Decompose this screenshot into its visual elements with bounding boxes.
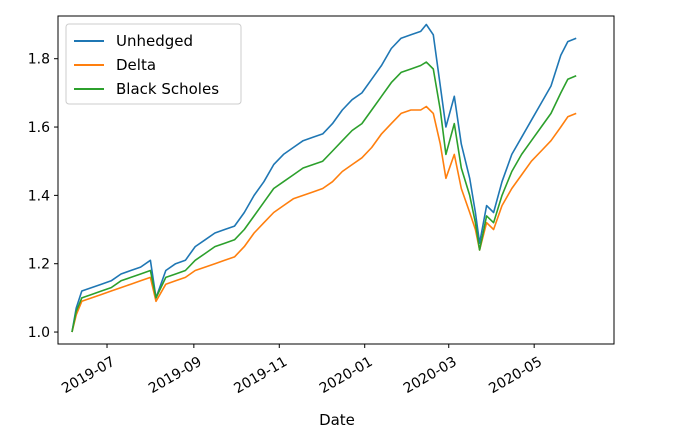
series-line-delta — [71, 105, 577, 333]
legend: Unhedged Delta Black Scholes — [65, 23, 242, 105]
x-tick-label: 2020-03 — [401, 354, 460, 397]
y-tick-label: 1.4 — [28, 188, 50, 204]
legend-box — [65, 23, 242, 105]
y-tick-label: 1.2 — [28, 257, 50, 273]
plot-area-frame — [57, 15, 615, 345]
y-axis: 1.0 1.2 1.4 1.6 1.8 — [28, 52, 58, 341]
x-tick-label: 2019-09 — [146, 354, 205, 397]
y-tick-label: 1.8 — [28, 52, 50, 68]
series-layer — [71, 23, 577, 333]
x-tick-label: 2020-01 — [317, 354, 376, 397]
x-tick-label: 2019-11 — [231, 354, 290, 397]
x-tick-label: 2019-07 — [59, 354, 118, 397]
legend-label: Black Scholes — [116, 80, 219, 98]
y-tick-label: 1.6 — [28, 120, 50, 136]
x-axis: 2019-07 2019-09 2019-11 2020-01 2020-03 2020-… — [59, 344, 545, 397]
legend-label: Unhedged — [116, 32, 193, 50]
x-tick-label: 2020-05 — [486, 354, 545, 397]
x-axis-label: Date — [319, 411, 355, 429]
series-line-black-scholes — [71, 61, 577, 333]
legend-label: Delta — [116, 56, 156, 74]
series-line-unhedged — [71, 23, 577, 333]
y-tick-label: 1.0 — [28, 325, 50, 341]
